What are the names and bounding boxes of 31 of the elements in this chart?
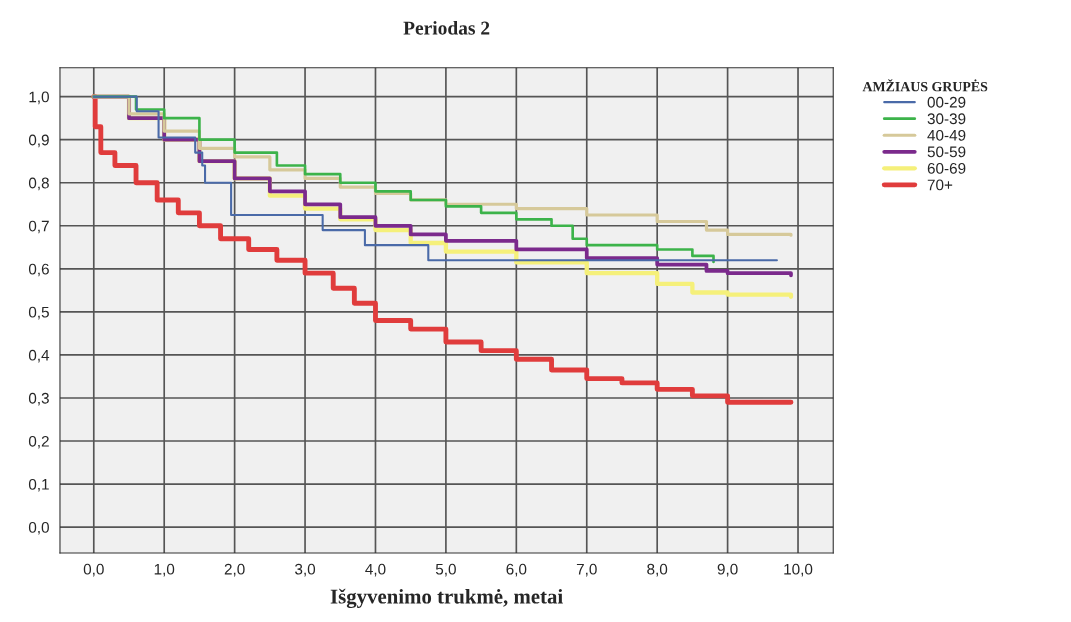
legend-label: 60-69	[927, 162, 966, 174]
y-tick-label: 0,4	[28, 349, 50, 363]
y-tick-label: 0,3	[28, 392, 49, 406]
x-tick-label: 3,0	[295, 563, 316, 577]
y-tick-label: 0,0	[28, 522, 49, 535]
y-tick-label: 0,2	[28, 435, 49, 449]
legend-label: 70+	[927, 179, 953, 191]
x-tick-label: 1,0	[154, 563, 175, 577]
x-tick-label: 4,0	[365, 563, 386, 577]
x-tick-label: 9,0	[717, 563, 738, 577]
y-tick-label: 0,5	[28, 306, 49, 320]
x-tick-label: 0,0	[83, 563, 104, 577]
x-tick-label: 2,0	[224, 563, 245, 577]
chart-title: Periodas 2	[403, 20, 490, 35]
legend-label: 30-39	[927, 113, 966, 125]
x-tick-label: 6,0	[506, 563, 527, 577]
y-tick-label: 0,1	[28, 478, 49, 492]
y-tick-label: 0,8	[28, 177, 49, 191]
y-tick-label: 0,7	[28, 220, 49, 234]
legend-title: AMŽIAUS GRUPĖS	[862, 79, 988, 92]
legend-label: 50-59	[927, 146, 966, 158]
legend-label: 00-29	[927, 96, 966, 108]
x-tick-label: 8,0	[647, 563, 668, 577]
x-tick-label: 7,0	[576, 563, 597, 577]
y-tick-label: 1,0	[29, 91, 49, 105]
x-tick-label: 5,0	[435, 563, 456, 577]
x-tick-label: 10,0	[784, 563, 813, 577]
y-tick-label: 0,9	[28, 134, 49, 148]
x-axis-title: Išgyvenimo trukmė, metai	[330, 588, 563, 609]
y-tick-label: 0,6	[28, 263, 49, 277]
legend-label: 40-49	[927, 129, 966, 141]
